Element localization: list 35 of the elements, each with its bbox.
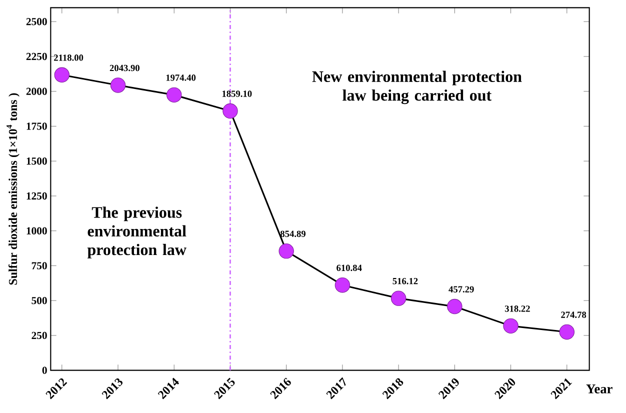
data-label: 274.78	[561, 312, 586, 318]
point	[110, 78, 126, 93]
point	[54, 67, 70, 82]
point	[447, 298, 462, 314]
y-tick-label: 500	[32, 296, 47, 304]
point	[222, 103, 238, 119]
data-label: 1859.10	[222, 90, 252, 97]
x-axis-title: Year	[586, 384, 612, 394]
y-axis-title: Sulfur dioxide emissions (1×10$^{4}$ tons )	[6, 93, 20, 285]
data-label: 854.89	[280, 230, 306, 238]
data-label: 516.12	[392, 278, 418, 284]
data-label: 2118.00	[54, 54, 84, 61]
y-tick-label: 1250	[26, 192, 47, 200]
point	[278, 243, 294, 259]
annotation: The previous environmental protection law	[87, 206, 186, 258]
data-label: 610.84	[336, 264, 362, 272]
y-tick-label: 1750	[26, 122, 47, 130]
y-tick-label: 1000	[26, 227, 47, 234]
y-tick-label: 1500	[26, 158, 47, 165]
point	[503, 318, 518, 334]
data-label: 2043.90	[110, 64, 140, 72]
y-tick-label: 0	[42, 366, 47, 374]
annotation: New environmental protection law being carried out	[312, 70, 522, 104]
point	[390, 290, 406, 306]
y-tick-label: 250	[32, 332, 47, 340]
y-tick-label: 2500	[26, 18, 47, 26]
point	[166, 87, 182, 103]
point	[334, 278, 350, 293]
data-label: 457.29	[448, 286, 474, 292]
y-tick-label: 2000	[26, 88, 47, 95]
point	[559, 324, 574, 340]
y-tick-label: 2250	[26, 52, 47, 60]
data-label: 318.22	[504, 306, 530, 312]
y-tick-label: 750	[32, 262, 47, 270]
data-label: 1974.40	[166, 74, 196, 81]
